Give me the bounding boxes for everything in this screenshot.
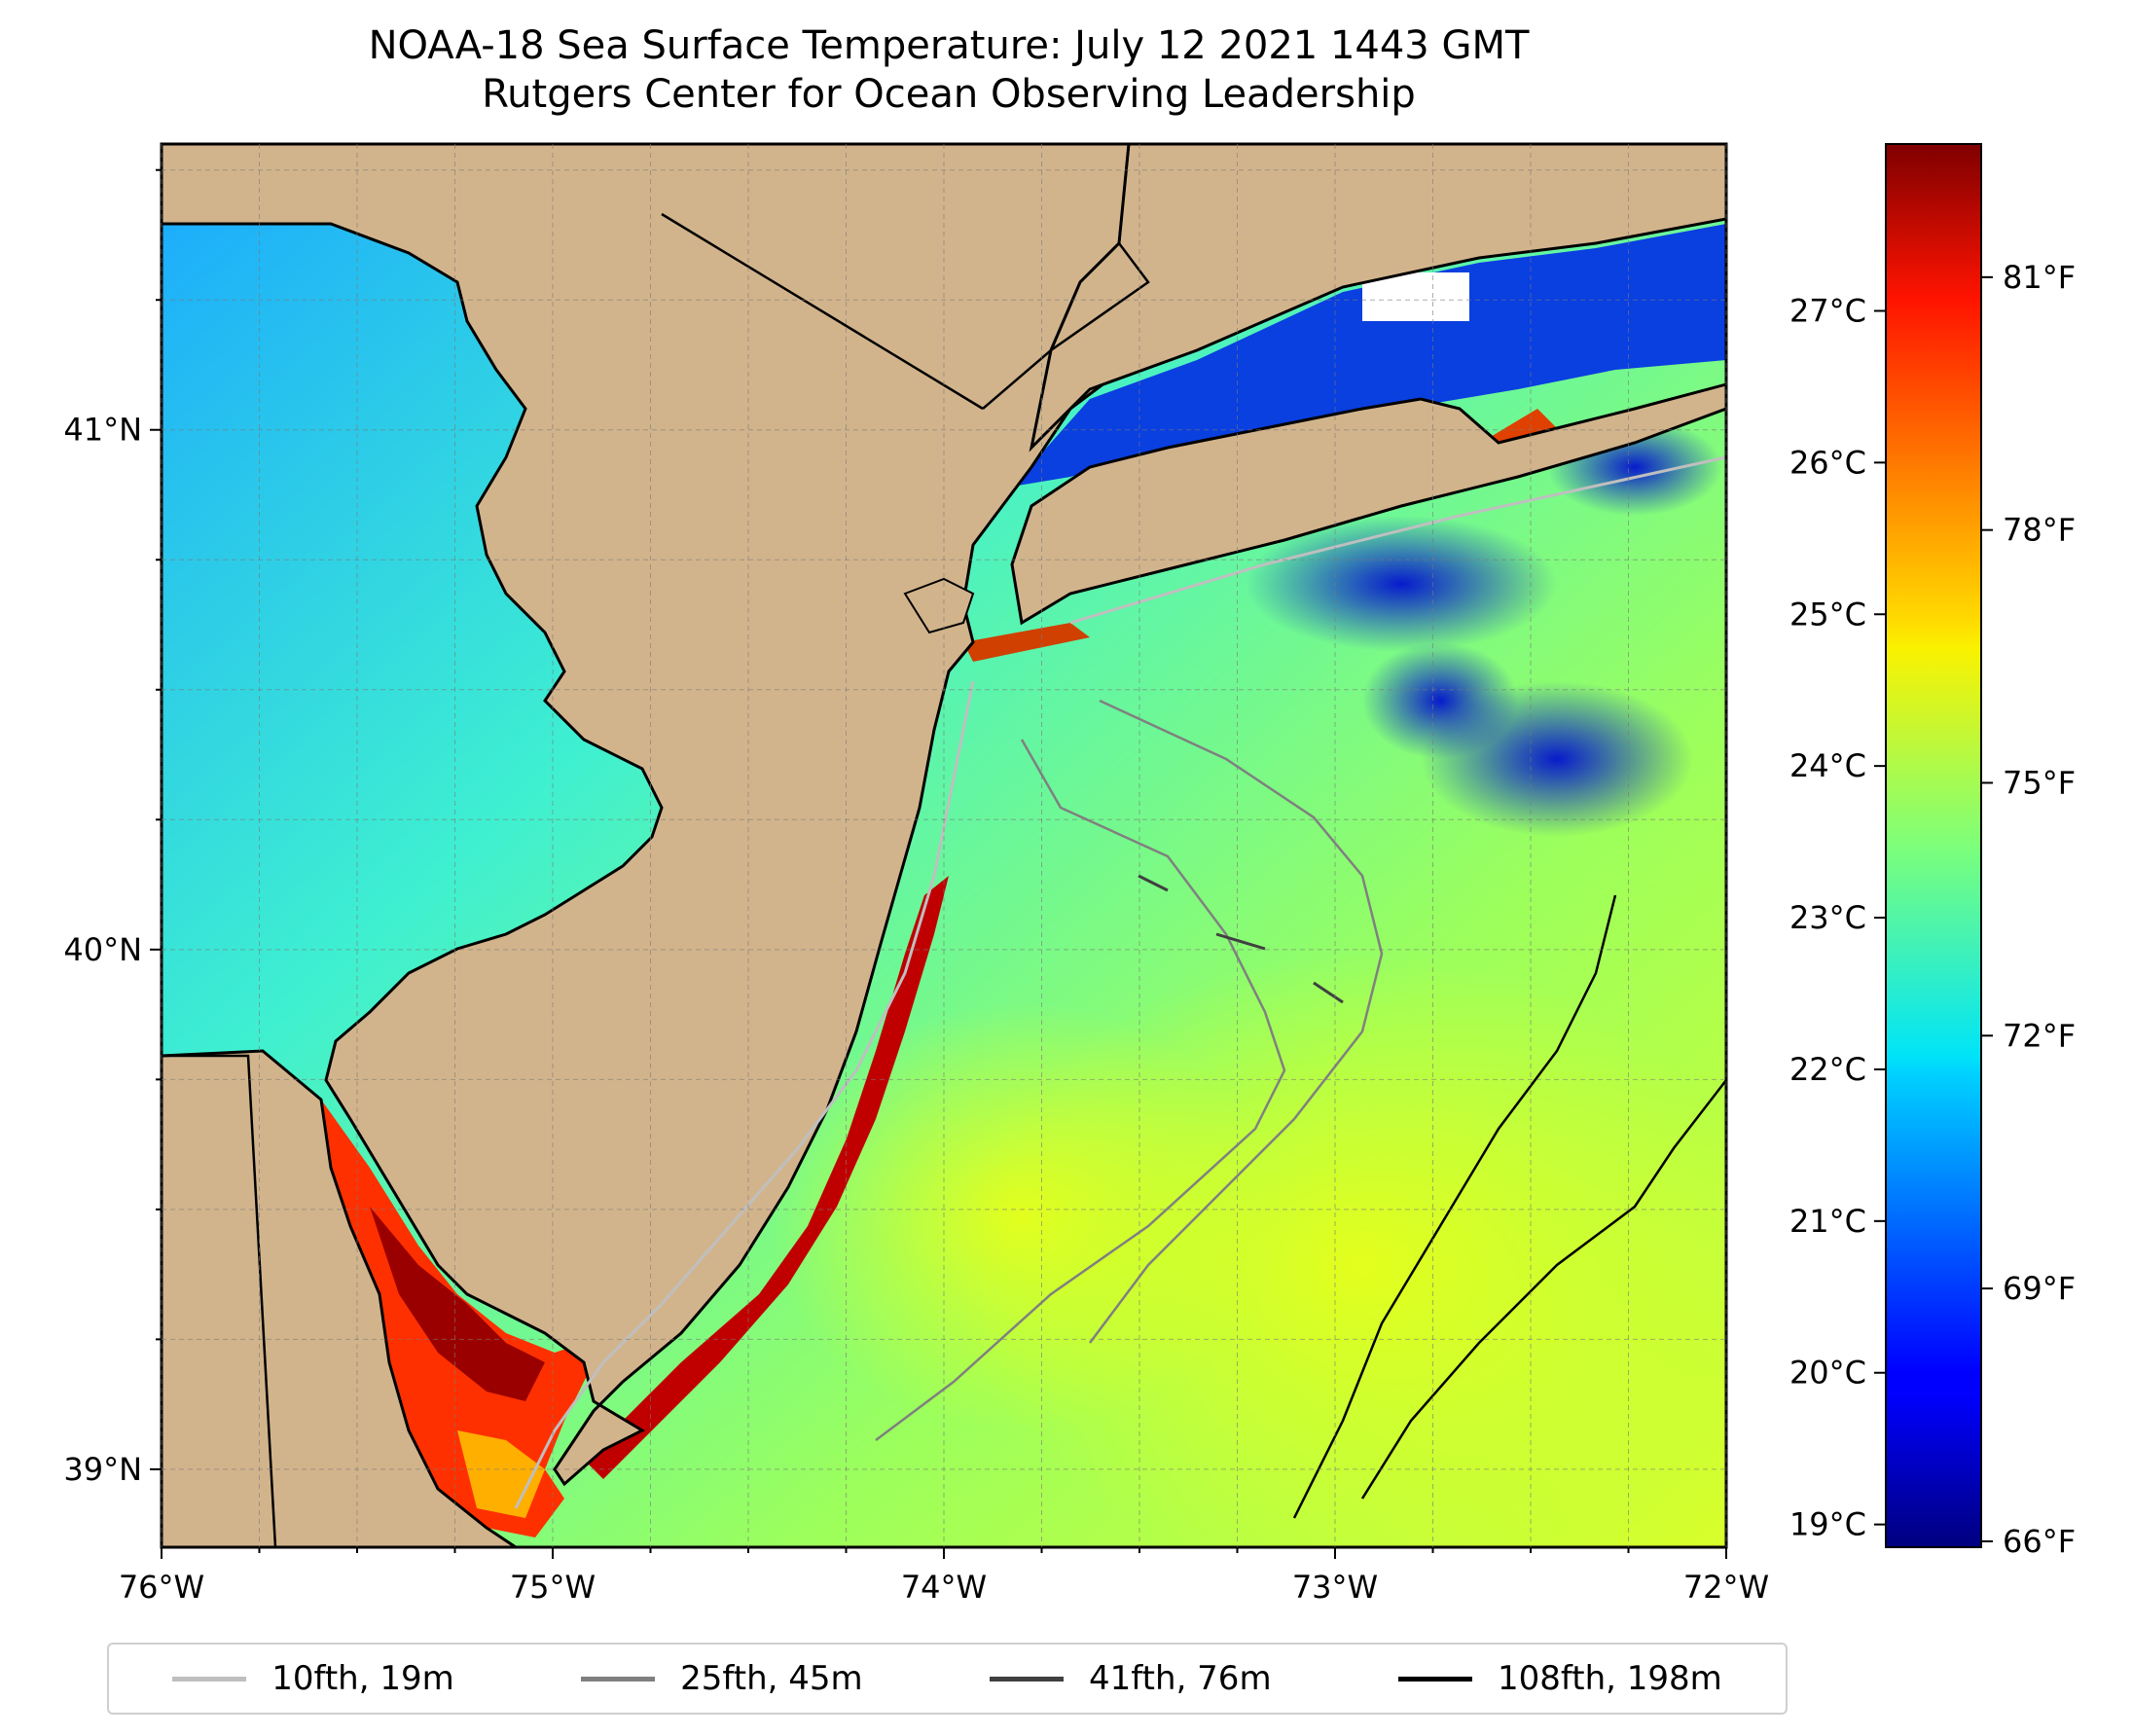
legend-item: 41fth, 76m bbox=[990, 1659, 1272, 1698]
lon-tick-label: 73°W bbox=[1292, 1569, 1378, 1606]
legend-label: 10fth, 19m bbox=[271, 1659, 454, 1698]
nj-back-bays bbox=[584, 876, 949, 1479]
contour-108fth bbox=[1292, 894, 1617, 1519]
ny-nj-border bbox=[661, 212, 984, 411]
legend-swatch bbox=[581, 1676, 656, 1682]
celsius-tick-label: 27°C bbox=[1789, 292, 1866, 329]
legend-swatch bbox=[1397, 1676, 1472, 1682]
fahrenheit-tick-label: 75°F bbox=[2003, 764, 2076, 801]
celsius-tick-label: 23°C bbox=[1789, 899, 1866, 936]
contour-25fth bbox=[1089, 699, 1384, 1344]
legend-label: 41fth, 76m bbox=[1089, 1659, 1272, 1698]
fahrenheit-tick-label: 72°F bbox=[2003, 1017, 2076, 1054]
delaware-bay-hot bbox=[370, 1207, 545, 1401]
fahrenheit-tick-label: 69°F bbox=[2003, 1270, 2076, 1307]
legend-label: 108fth, 198m bbox=[1497, 1659, 1722, 1698]
fahrenheit-tick-label: 66°F bbox=[2003, 1523, 2076, 1560]
no-data-patch bbox=[1362, 272, 1469, 321]
celsius-tick-label: 21°C bbox=[1789, 1203, 1866, 1240]
contour-25fth bbox=[875, 739, 1286, 1441]
lat-tick-label: 39°N bbox=[63, 1451, 142, 1488]
legend-label: 25fth, 45m bbox=[680, 1659, 863, 1698]
title-line-2: Rutgers Center for Ocean Observing Leade… bbox=[482, 72, 1416, 117]
land-staten-island bbox=[903, 577, 975, 634]
title-line-1: NOAA-18 Sea Surface Temperature: July 12… bbox=[368, 23, 1530, 68]
long-island-sound bbox=[1012, 224, 1726, 487]
fahrenheit-tick-label: 81°F bbox=[2003, 259, 2076, 296]
ny-ct-border bbox=[982, 144, 1150, 410]
lon-tick-label: 75°W bbox=[510, 1569, 596, 1606]
contour-10fth bbox=[1069, 455, 1726, 625]
celsius-tick-label: 25°C bbox=[1789, 596, 1866, 633]
lat-tick-label: 40°N bbox=[63, 931, 142, 968]
colorbar-ticks: 19°C 20°C 21°C 22°C 23°C 24°C 25°C 26°C 27°C 66°F… bbox=[1789, 259, 2076, 1560]
lat-tick-label: 41°N bbox=[63, 412, 142, 449]
de-md-border bbox=[162, 1054, 277, 1547]
colorbar bbox=[1885, 143, 1982, 1548]
contour-10fth bbox=[514, 680, 975, 1509]
li-south-bay bbox=[963, 623, 1090, 662]
land-delaware bbox=[162, 1049, 519, 1547]
map-title: NOAA-18 Sea Surface Temperature: July 12… bbox=[0, 21, 1897, 119]
land-long-island bbox=[1010, 382, 1726, 626]
contour-108fth bbox=[1360, 1079, 1726, 1500]
graticule bbox=[161, 144, 1727, 1547]
fahrenheit-tick-label: 78°F bbox=[2003, 512, 2076, 549]
map-axis-ticks: 76°W 75°W 74°W 73°W 72°W 41°N 40°N 39°N bbox=[63, 168, 1769, 1606]
land-connecticut bbox=[1029, 144, 1726, 452]
cold-eddy bbox=[1362, 642, 1518, 759]
legend-item: 25fth, 45m bbox=[581, 1659, 863, 1698]
legend-item: 10fth, 19m bbox=[172, 1659, 454, 1698]
celsius-tick-label: 19°C bbox=[1789, 1506, 1866, 1543]
celsius-tick-label: 20°C bbox=[1789, 1355, 1866, 1392]
contour-41fth bbox=[1138, 874, 1344, 1004]
legend-swatch bbox=[990, 1676, 1065, 1682]
bathymetry-legend: 10fth, 19m 25fth, 45m 41fth, 76m 108fth,… bbox=[107, 1643, 1788, 1715]
celsius-tick-label: 24°C bbox=[1789, 747, 1866, 784]
lon-tick-label: 72°W bbox=[1683, 1569, 1769, 1606]
warm-anomaly bbox=[769, 1002, 1275, 1430]
legend-item: 108fth, 198m bbox=[1397, 1659, 1722, 1698]
celsius-tick-label: 26°C bbox=[1789, 444, 1866, 481]
celsius-tick-label: 22°C bbox=[1789, 1051, 1866, 1088]
lon-tick-label: 74°W bbox=[901, 1569, 987, 1606]
legend-swatch bbox=[172, 1676, 247, 1682]
lon-tick-label: 76°W bbox=[119, 1569, 204, 1606]
